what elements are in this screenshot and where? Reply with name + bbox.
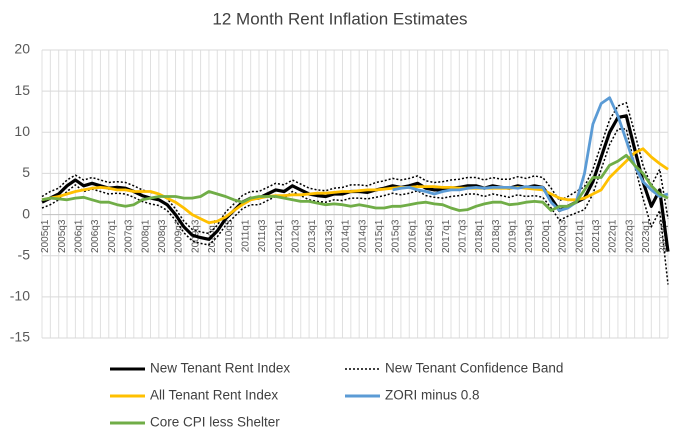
x-tick-label: 2014q1 <box>341 219 352 253</box>
series-line <box>41 153 669 212</box>
chart-title: 12 Month Rent Inflation Estimates <box>212 9 467 28</box>
y-tick-label: 20 <box>14 41 30 57</box>
x-tick-label: 2023q1 <box>641 219 652 253</box>
legend-label: ZORI minus 0.8 <box>385 388 480 403</box>
x-tick-label: 2021q1 <box>574 219 585 253</box>
legend-label: New Tenant Rent Index <box>150 361 290 376</box>
x-tick-label: 2015q1 <box>374 219 385 253</box>
x-tick-label: 2010q3 <box>224 219 235 253</box>
x-tick-label: 2019q1 <box>508 219 519 253</box>
x-tick-label: 2008q3 <box>157 219 168 253</box>
y-tick-label: -10 <box>10 288 30 304</box>
x-tick-label: 2020q1 <box>541 219 552 253</box>
x-tick-label: 2007q3 <box>124 219 135 253</box>
x-tick-label: 2022q3 <box>624 219 635 253</box>
x-tick-label: 2018q1 <box>474 219 485 253</box>
x-tick-label: 2020q3 <box>558 219 569 253</box>
x-tick-label: 2017q1 <box>441 219 452 253</box>
legend-label: Core CPI less Shelter <box>150 415 280 430</box>
x-tick-label: 2015q3 <box>391 219 402 253</box>
x-tick-label: 2017q3 <box>457 219 468 253</box>
x-tick-label: 2018q3 <box>491 219 502 253</box>
y-tick-label: 10 <box>14 123 30 139</box>
x-tick-label: 2016q1 <box>407 219 418 253</box>
x-tick-label: 2005q3 <box>57 219 68 253</box>
y-tick-label: -5 <box>18 246 31 262</box>
x-tick-label: 2006q1 <box>74 219 85 253</box>
x-tick-label: 2011q3 <box>257 219 268 252</box>
y-tick-label: 15 <box>14 82 30 98</box>
y-tick-label: 0 <box>22 205 30 221</box>
x-tick-label: 2007q1 <box>107 219 118 253</box>
x-tick-label: 2005q1 <box>40 219 51 253</box>
legend-label: New Tenant Confidence Band <box>385 361 563 376</box>
x-tick-label: 2012q3 <box>291 219 302 253</box>
x-tick-label: 2016q3 <box>424 219 435 253</box>
x-tick-label: 2008q1 <box>140 219 151 253</box>
x-tick-label: 2013q1 <box>307 219 318 253</box>
series-line <box>41 128 669 285</box>
x-tick-label: 2012q1 <box>274 219 285 253</box>
legend-label: All Tenant Rent Index <box>150 388 278 403</box>
x-tick-label: 2021q3 <box>591 219 602 253</box>
y-tick-label: 5 <box>22 164 30 180</box>
series-line <box>392 96 669 212</box>
x-tick-label: 2011q1 <box>240 219 251 252</box>
x-tick-label: 2019q3 <box>524 219 535 253</box>
x-tick-label: 2009q1 <box>174 219 185 253</box>
series-line <box>41 147 669 225</box>
x-tick-label: 2013q3 <box>324 219 335 253</box>
x-tick-label: 2022q1 <box>608 219 619 253</box>
y-tick-label: -15 <box>10 329 30 345</box>
x-tick-label: 2014q3 <box>357 219 368 253</box>
x-tick-label: 2006q3 <box>90 219 101 253</box>
